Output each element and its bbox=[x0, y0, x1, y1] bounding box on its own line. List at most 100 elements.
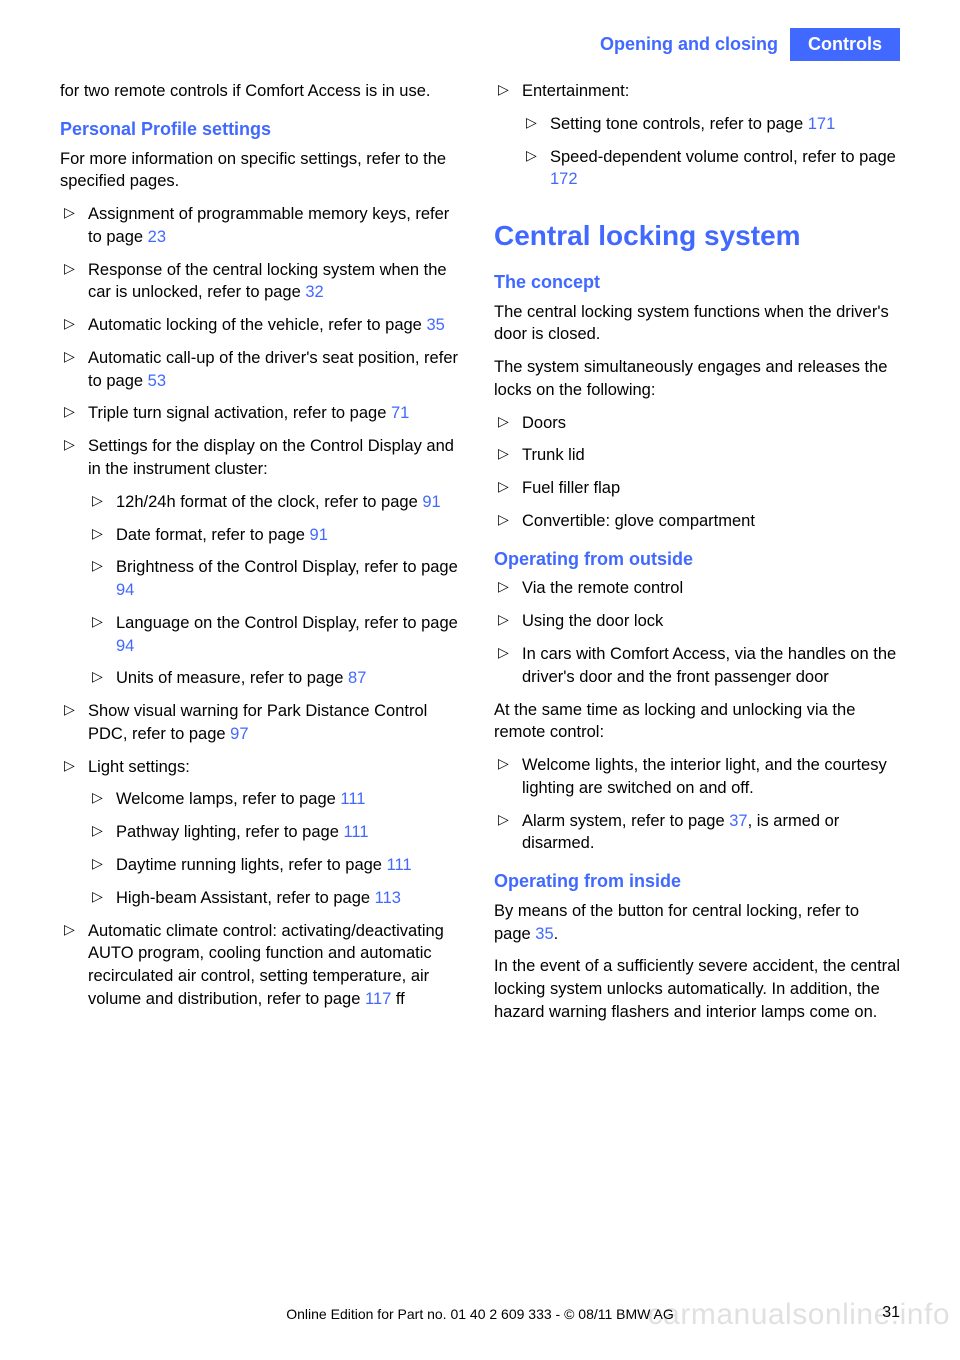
page-link[interactable]: 23 bbox=[148, 228, 166, 246]
list-item: Settings for the display on the Control … bbox=[60, 435, 466, 690]
page-link[interactable]: 32 bbox=[305, 283, 323, 301]
item-text: High-beam Assistant, refer to page bbox=[116, 889, 375, 907]
header-chapter: Opening and closing bbox=[600, 34, 778, 55]
page-link[interactable]: 111 bbox=[343, 823, 368, 841]
page-link[interactable]: 94 bbox=[116, 581, 134, 599]
list-item: Fuel filler flap bbox=[494, 477, 900, 500]
item-text: Welcome lights, the interior light, and … bbox=[522, 756, 887, 797]
content-columns: for two remote controls if Comfort Acces… bbox=[60, 80, 900, 1034]
header-section: Controls bbox=[790, 28, 900, 61]
item-text: Welcome lamps, refer to page bbox=[116, 790, 340, 808]
heading-concept: The concept bbox=[494, 270, 900, 295]
watermark: carmanualsonline.info bbox=[648, 1298, 950, 1332]
list-item: High-beam Assistant, refer to page 113 bbox=[88, 887, 466, 910]
page-link[interactable]: 113 bbox=[375, 889, 401, 907]
outside-list-2: Welcome lights, the interior light, and … bbox=[494, 754, 900, 855]
list-item: Date format, refer to page 91 bbox=[88, 524, 466, 547]
list-item: Response of the central locking system w… bbox=[60, 259, 466, 305]
page-link[interactable]: 35 bbox=[426, 316, 444, 334]
page-link[interactable]: 94 bbox=[116, 637, 134, 655]
item-text: Brightness of the Control Display, refer… bbox=[116, 558, 458, 576]
page-link[interactable]: 91 bbox=[310, 526, 328, 544]
outside-p: At the same time as locking and unlockin… bbox=[494, 699, 900, 745]
item-text: Triple turn signal activation, refer to … bbox=[88, 404, 391, 422]
page-link[interactable]: 171 bbox=[808, 115, 836, 133]
heading-personal-profile: Personal Profile settings bbox=[60, 117, 466, 142]
heading-inside: Operating from inside bbox=[494, 869, 900, 894]
left-column: for two remote controls if Comfort Acces… bbox=[60, 80, 466, 1034]
nested-list: Welcome lamps, refer to page 111 Pathway… bbox=[88, 788, 466, 909]
item-text: Settings for the display on the Control … bbox=[88, 437, 454, 478]
list-item: Speed-dependent volume control, refer to… bbox=[522, 146, 900, 192]
list-item: Triple turn signal activation, refer to … bbox=[60, 402, 466, 425]
item-text: Doors bbox=[522, 414, 566, 432]
right-column: Entertainment: Setting tone controls, re… bbox=[494, 80, 900, 1034]
item-text: Date format, refer to page bbox=[116, 526, 310, 544]
list-item: Welcome lights, the interior light, and … bbox=[494, 754, 900, 800]
item-text: 12h/24h format of the clock, refer to pa… bbox=[116, 493, 422, 511]
page-link[interactable]: 117 bbox=[365, 990, 391, 1008]
page-link[interactable]: 35 bbox=[535, 925, 553, 943]
list-item: Automatic locking of the vehicle, refer … bbox=[60, 314, 466, 337]
item-text: Convertible: glove compartment bbox=[522, 512, 755, 530]
inside-p1: By means of the button for central locki… bbox=[494, 900, 900, 946]
list-item: Alarm system, refer to page 37, is armed… bbox=[494, 810, 900, 856]
item-text-suffix: . bbox=[554, 925, 559, 943]
list-item: Light settings: Welcome lamps, refer to … bbox=[60, 756, 466, 910]
list-item: Assignment of programmable memory keys, … bbox=[60, 203, 466, 249]
item-text: Entertainment: bbox=[522, 82, 629, 100]
item-text: Using the door lock bbox=[522, 612, 663, 630]
page-link[interactable]: 97 bbox=[230, 725, 248, 743]
item-text: Show visual warning for Park Distance Co… bbox=[88, 702, 427, 743]
list-item: Daytime running lights, refer to page 11… bbox=[88, 854, 466, 877]
item-text: Via the remote control bbox=[522, 579, 683, 597]
list-item: Using the door lock bbox=[494, 610, 900, 633]
item-text: Alarm system, refer to page bbox=[522, 812, 729, 830]
item-text: Units of measure, refer to page bbox=[116, 669, 348, 687]
item-text: Language on the Control Display, refer t… bbox=[116, 614, 458, 632]
item-text: Fuel filler flap bbox=[522, 479, 620, 497]
list-item: Via the remote control bbox=[494, 577, 900, 600]
outside-list: Via the remote control Using the door lo… bbox=[494, 577, 900, 688]
page-link[interactable]: 172 bbox=[550, 170, 578, 188]
item-text: Response of the central locking system w… bbox=[88, 261, 447, 302]
page-link[interactable]: 87 bbox=[348, 669, 366, 687]
page-link[interactable]: 111 bbox=[340, 790, 365, 808]
item-text: Assignment of programmable memory keys, … bbox=[88, 205, 449, 246]
list-item: Pathway lighting, refer to page 111 bbox=[88, 821, 466, 844]
item-text: Speed-dependent volume control, refer to… bbox=[550, 148, 896, 166]
page-link[interactable]: 71 bbox=[391, 404, 409, 422]
item-text: Setting tone controls, refer to page bbox=[550, 115, 808, 133]
item-text: Automatic call-up of the driver's seat p… bbox=[88, 349, 458, 390]
list-item: Trunk lid bbox=[494, 444, 900, 467]
list-item: Automatic call-up of the driver's seat p… bbox=[60, 347, 466, 393]
concept-p1: The central locking system functions whe… bbox=[494, 301, 900, 347]
page-link[interactable]: 37 bbox=[729, 812, 747, 830]
inside-p2: In the event of a sufficiently severe ac… bbox=[494, 955, 900, 1023]
item-text: Pathway lighting, refer to page bbox=[116, 823, 343, 841]
pps-list: Assignment of programmable memory keys, … bbox=[60, 203, 466, 1010]
concept-list: Doors Trunk lid Fuel filler flap Convert… bbox=[494, 412, 900, 533]
item-text: Light settings: bbox=[88, 758, 190, 776]
heading-outside: Operating from outside bbox=[494, 547, 900, 572]
list-item: Units of measure, refer to page 87 bbox=[88, 667, 466, 690]
list-item: 12h/24h format of the clock, refer to pa… bbox=[88, 491, 466, 514]
list-item: Welcome lamps, refer to page 111 bbox=[88, 788, 466, 811]
item-text-suffix: ff bbox=[391, 990, 404, 1008]
item-text: Automatic locking of the vehicle, refer … bbox=[88, 316, 426, 334]
page-link[interactable]: 111 bbox=[387, 856, 412, 874]
page-header: Opening and closing Controls bbox=[600, 28, 900, 61]
list-item: Entertainment: Setting tone controls, re… bbox=[494, 80, 900, 191]
list-item: Convertible: glove compartment bbox=[494, 510, 900, 533]
list-item: Brightness of the Control Display, refer… bbox=[88, 556, 466, 602]
heading-central-locking: Central locking system bbox=[494, 217, 900, 256]
page-link[interactable]: 91 bbox=[422, 493, 440, 511]
intro-text: for two remote controls if Comfort Acces… bbox=[60, 80, 466, 103]
list-item: Language on the Control Display, refer t… bbox=[88, 612, 466, 658]
pps-intro: For more information on specific setting… bbox=[60, 148, 466, 194]
page-link[interactable]: 53 bbox=[148, 372, 166, 390]
nested-list: Setting tone controls, refer to page 171… bbox=[522, 113, 900, 191]
list-item: Show visual warning for Park Distance Co… bbox=[60, 700, 466, 746]
item-text: In cars with Comfort Access, via the han… bbox=[522, 645, 896, 686]
item-text: Daytime running lights, refer to page bbox=[116, 856, 387, 874]
